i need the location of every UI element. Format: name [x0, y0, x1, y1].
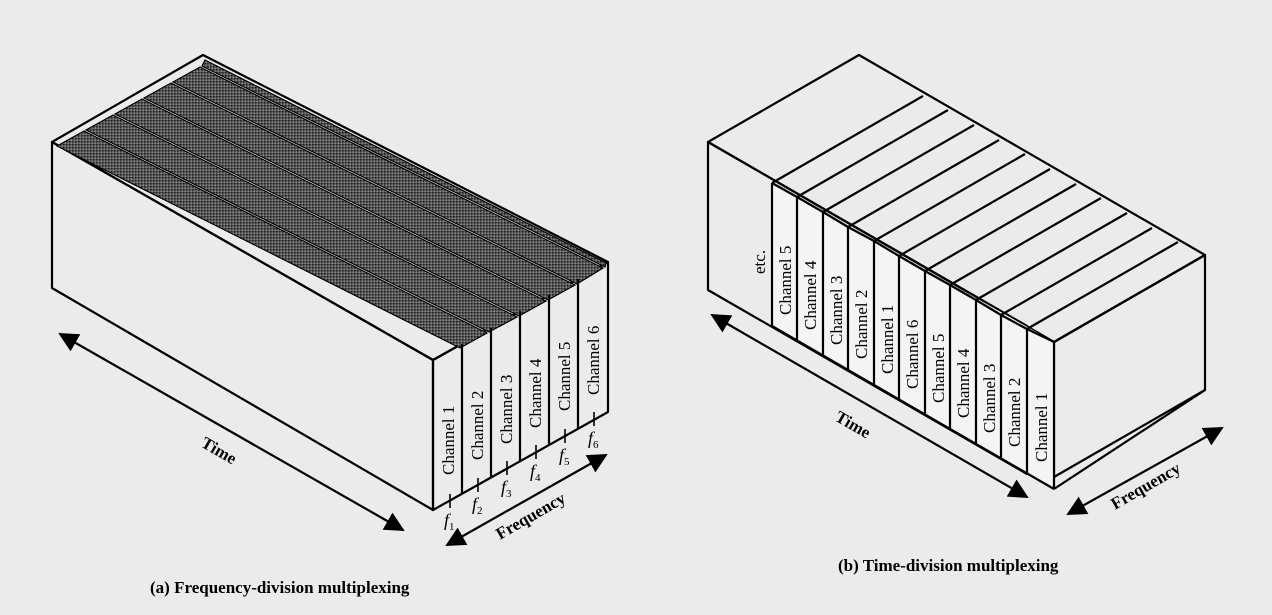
tdm-channel-label-3: Channel 3 — [827, 276, 846, 345]
tdm-frequency-arrow — [1066, 427, 1224, 515]
fdm-f4-label: f4 — [530, 461, 541, 484]
tdm-channel-label-7: Channel 5 — [929, 334, 948, 403]
fdm-band-3 — [113, 98, 548, 317]
fdm-f5-label: f5 — [559, 445, 570, 468]
tdm-caption: (b) Time-division multiplexing — [838, 556, 1059, 575]
tdm-channel-label-6: Channel 6 — [903, 320, 922, 389]
fdm-band-6 — [201, 59, 607, 268]
fdm-band-2 — [84, 114, 519, 333]
tdm-channel-label-2: Channel 4 — [801, 260, 820, 330]
fdm-channel-label-2: Channel 2 — [468, 391, 487, 460]
fdm-channel-label-3: Channel 3 — [497, 375, 516, 444]
tdm-channel-label-4: Channel 2 — [852, 290, 871, 359]
fdm-diagram: Channel 1 Channel 2 Channel 3 Channel 4 … — [50, 53, 610, 597]
fdm-channel-label-6: Channel 6 — [584, 326, 603, 395]
tdm-channel-label-8: Channel 4 — [954, 348, 973, 418]
tdm-etc-label: etc. — [750, 250, 769, 274]
fdm-time-label: Time — [198, 433, 240, 468]
fdm-channel-label-4: Channel 4 — [526, 358, 545, 428]
fdm-time-arrow — [58, 333, 405, 531]
fdm-caption: (a) Frequency-division multiplexing — [150, 578, 410, 597]
tdm-channel-label-11: Channel 1 — [1032, 393, 1051, 462]
tdm-channel-label-10: Channel 2 — [1005, 378, 1024, 447]
fdm-front-dividers — [460, 279, 580, 494]
fdm-channel-label-5: Channel 5 — [555, 342, 574, 411]
fdm-channel-label-1: Channel 1 — [439, 406, 458, 475]
tdm-diagram: etc. Channel 5 Channel 4 Channel 3 Chann… — [706, 53, 1224, 575]
tdm-channel-label-5: Channel 1 — [878, 305, 897, 374]
fdm-channel-bands — [55, 59, 607, 349]
fdm-frequency-arrow — [445, 454, 608, 546]
fdm-f6-label: f6 — [588, 428, 599, 451]
tdm-box-right-face — [1052, 253, 1207, 479]
fdm-band-5 — [171, 66, 605, 285]
fdm-band-4 — [142, 82, 577, 301]
fdm-f2-label: f2 — [472, 494, 483, 517]
fdm-f1-label: f1 — [444, 510, 455, 533]
tdm-channel-label-9: Channel 3 — [980, 364, 999, 433]
tdm-time-arrow — [710, 314, 1029, 498]
fdm-band-1 — [55, 130, 489, 349]
tdm-channel-label-1: Channel 5 — [776, 246, 795, 315]
tdm-time-label: Time — [832, 407, 874, 442]
fdm-f3-label: f3 — [501, 477, 512, 500]
